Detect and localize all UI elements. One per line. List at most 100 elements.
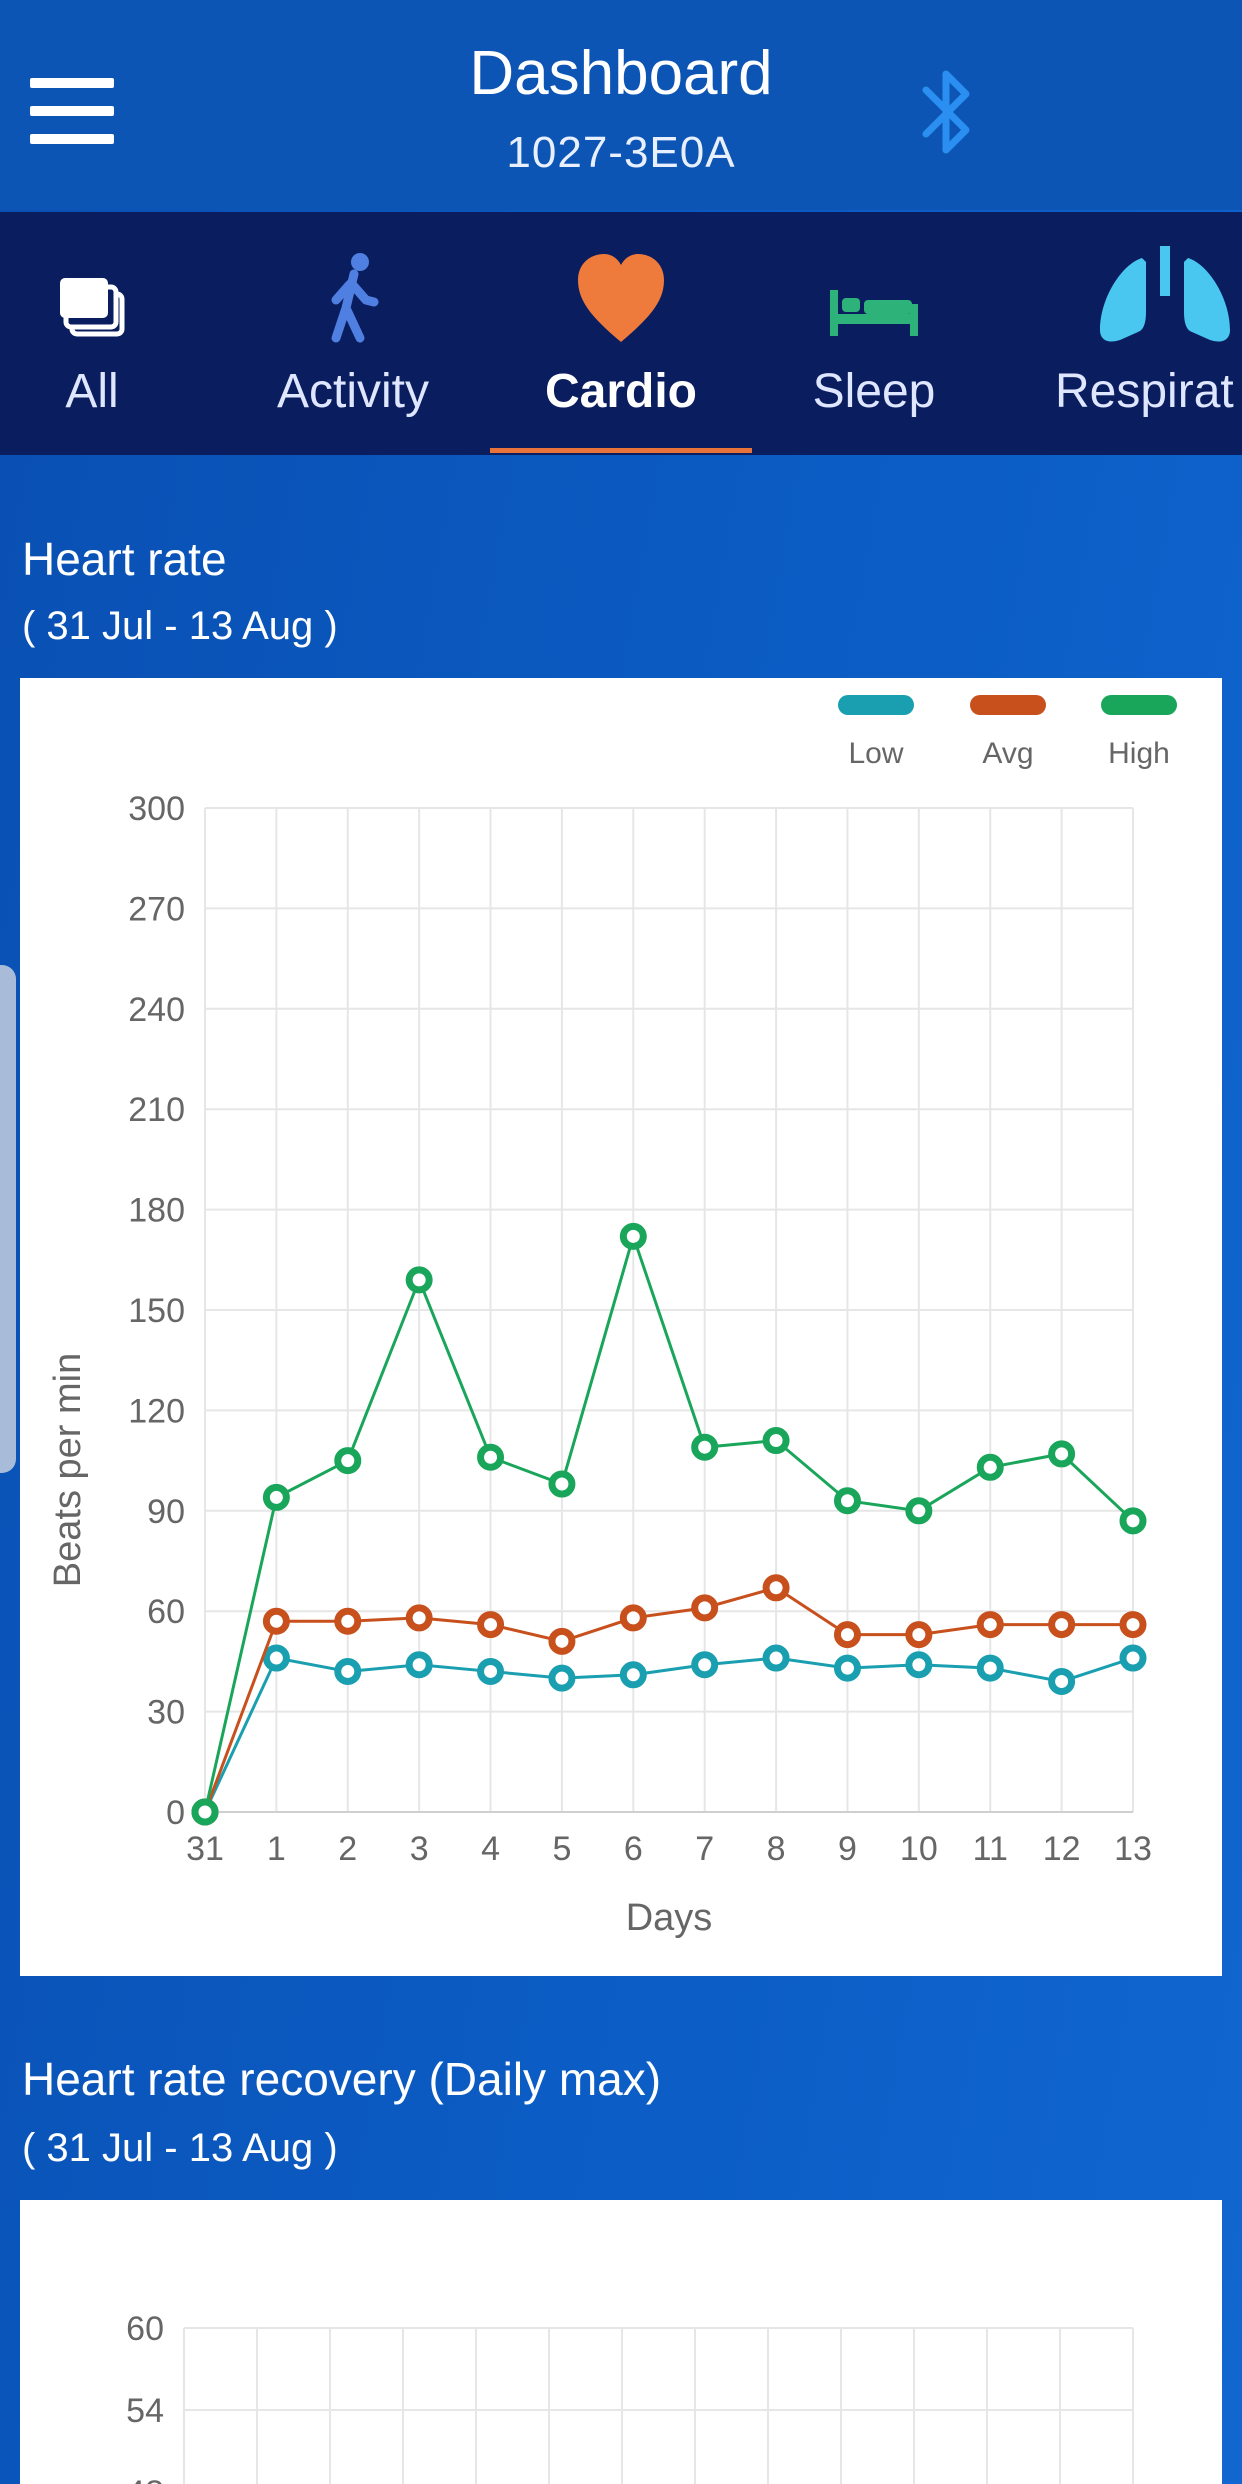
walking-person-icon: [331, 253, 379, 343]
x-tick-label: 31: [186, 1830, 224, 1868]
y-tick-label: 54: [126, 2392, 164, 2430]
y-tick-label: 210: [128, 1091, 185, 1129]
y-tick-label: 60: [147, 1593, 185, 1631]
x-tick-label: 5: [552, 1830, 571, 1868]
data-point-high: [1119, 1507, 1147, 1535]
y-tick-label: 0: [166, 1794, 185, 1832]
data-point-low: [976, 1654, 1004, 1682]
drawer-handle[interactable]: [0, 965, 16, 1473]
tab-activity-label: Activity: [276, 365, 429, 418]
data-point-high: [548, 1470, 576, 1498]
x-tick-label: 1: [267, 1830, 286, 1868]
data-point-low: [1119, 1644, 1147, 1672]
data-point-high: [619, 1222, 647, 1250]
data-point-high: [1048, 1440, 1076, 1468]
legend-swatch-low: [838, 695, 914, 715]
data-point-low: [833, 1654, 861, 1682]
data-point-low: [905, 1651, 933, 1679]
x-tick-label: 7: [695, 1830, 714, 1868]
legend-label-low: Low: [848, 737, 903, 770]
data-point-avg: [1048, 1611, 1076, 1639]
category-tabs: All Activity Cardio Sleep Respirat: [0, 212, 1242, 455]
y-axis-title: Beats per min: [47, 1353, 89, 1587]
heart-rate-title: Heart rate: [22, 533, 227, 585]
data-point-avg: [619, 1604, 647, 1632]
app-header: Dashboard 1027-3E0A: [0, 0, 1242, 210]
data-point-avg: [905, 1621, 933, 1649]
data-point-low: [548, 1664, 576, 1692]
data-point-low: [334, 1657, 362, 1685]
page-title: Dashboard: [469, 39, 773, 108]
data-point-high: [334, 1447, 362, 1475]
x-tick-label: 13: [1114, 1830, 1152, 1868]
tab-all[interactable]: All: [0, 212, 184, 455]
data-point-avg: [976, 1611, 1004, 1639]
tab-respiration-label: Respirat: [1055, 365, 1234, 418]
tab-cardio-label: Cardio: [544, 365, 697, 418]
x-tick-label: 9: [838, 1830, 857, 1868]
data-point-low: [619, 1661, 647, 1689]
x-axis-title: Days: [626, 1897, 713, 1939]
data-point-low: [477, 1657, 505, 1685]
data-point-high: [477, 1443, 505, 1471]
tab-sleep-label: Sleep: [812, 365, 936, 418]
x-tick-label: 11: [973, 1830, 1008, 1868]
legend-swatch-high: [1101, 695, 1177, 715]
data-point-high: [905, 1497, 933, 1525]
data-point-avg: [691, 1594, 719, 1622]
data-point-high: [262, 1483, 290, 1511]
y-tick-label: 270: [128, 890, 185, 928]
x-tick-label: 4: [481, 1830, 500, 1868]
data-point-avg: [334, 1607, 362, 1635]
tab-all-label: All: [65, 365, 119, 418]
y-tick-label: 90: [147, 1493, 185, 1531]
y-tick-label: 30: [147, 1694, 185, 1732]
data-point-avg: [405, 1604, 433, 1632]
data-point-low: [1048, 1667, 1076, 1695]
data-point-low: [762, 1644, 790, 1672]
y-tick-label: 240: [128, 991, 185, 1029]
bed-icon: [830, 290, 918, 336]
heart-icon: [578, 254, 664, 342]
data-point-high: [762, 1427, 790, 1455]
data-point-avg: [548, 1627, 576, 1655]
y-tick-label: 300: [128, 790, 185, 828]
bluetooth-icon[interactable]: [918, 62, 978, 162]
legend-swatch-avg: [970, 695, 1046, 715]
y-tick-label: 120: [128, 1392, 185, 1430]
recovery-title: Heart rate recovery (Daily max): [22, 2053, 662, 2105]
x-tick-label: 6: [624, 1830, 643, 1868]
data-point-low: [262, 1644, 290, 1672]
data-point-avg: [762, 1574, 790, 1602]
legend-label-high: High: [1108, 737, 1170, 770]
tab-activity[interactable]: Activity: [250, 212, 456, 455]
heart-rate-date-range: ( 31 Jul - 13 Aug ): [22, 604, 338, 648]
data-point-avg: [262, 1607, 290, 1635]
heart-rate-chart-card: 0 30 60 90 120 150 180 210 240 270 300 31 1 2 3 4 5 6 7 8 9 1…: [20, 678, 1222, 1976]
data-point-low: [691, 1651, 719, 1679]
y-tick-label: 150: [128, 1292, 185, 1330]
data-point-high: [833, 1487, 861, 1515]
data-point-low: [405, 1651, 433, 1679]
data-point-high: [976, 1453, 1004, 1481]
stacked-cards-icon: [60, 278, 125, 337]
tab-respiration[interactable]: Respirat: [1050, 212, 1242, 455]
tab-cardio[interactable]: Cardio: [490, 212, 752, 455]
y-tick-label: 180: [128, 1192, 185, 1230]
hamburger-menu-icon[interactable]: [30, 78, 114, 144]
x-tick-label: 3: [410, 1830, 429, 1868]
data-point-avg: [1119, 1611, 1147, 1639]
recovery-chart: 60 54 48: [126, 2310, 1134, 2484]
active-tab-indicator: [490, 448, 752, 453]
data-point-high: [691, 1433, 719, 1461]
x-tick-label: 2: [338, 1830, 357, 1868]
y-tick-label: 48: [126, 2474, 164, 2484]
series-line-high: [203, 1231, 1135, 1813]
data-point-high: [191, 1798, 219, 1826]
y-tick-label: 60: [126, 2310, 164, 2348]
data-point-avg: [833, 1621, 861, 1649]
x-tick-label: 12: [1043, 1830, 1081, 1868]
tab-sleep[interactable]: Sleep: [790, 212, 958, 455]
x-tick-label: 8: [767, 1830, 786, 1868]
